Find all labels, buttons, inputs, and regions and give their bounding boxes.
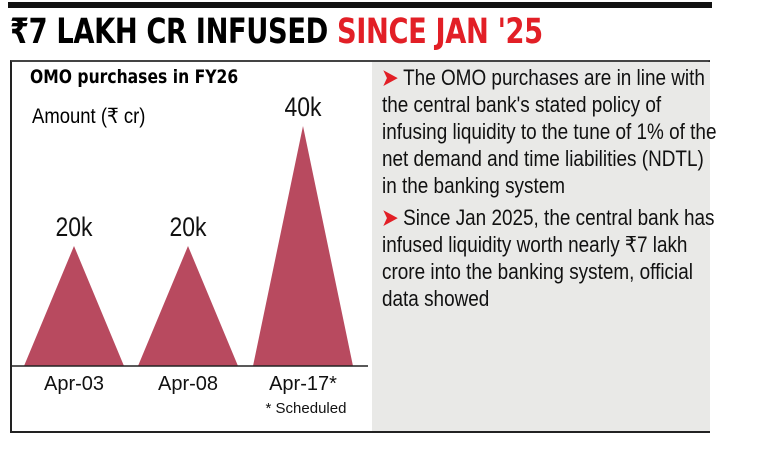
x-tick-label: Apr-08 bbox=[158, 373, 218, 395]
headline-red: SINCE JAN '25 bbox=[336, 12, 543, 52]
note-text: The OMO purchases are in line with the c… bbox=[382, 65, 717, 198]
y-axis-label: Amount (₹ cr) bbox=[32, 105, 146, 128]
x-tick-label: Apr-03 bbox=[44, 373, 104, 395]
data-label: 20k bbox=[56, 212, 93, 242]
footnote: * Scheduled bbox=[266, 400, 347, 417]
notes: ➤ The OMO purchases are in line with the… bbox=[382, 64, 716, 317]
arrow-icon: ➤ bbox=[382, 205, 404, 230]
note-item: ➤ Since Jan 2025, the central bank has i… bbox=[382, 204, 717, 312]
bar-Apr-03 bbox=[24, 246, 124, 366]
data-label: 20k bbox=[170, 212, 207, 242]
bar-Apr-17* bbox=[253, 126, 353, 366]
headline-black: ₹7 LAKH CR INFUSED bbox=[10, 12, 337, 52]
chart-title: OMO purchases in FY26 bbox=[30, 66, 239, 88]
x-tick-label: Apr-17* bbox=[269, 373, 337, 395]
note-text: Since Jan 2025, the central bank has inf… bbox=[382, 205, 715, 311]
top-rule bbox=[8, 2, 712, 8]
data-label: 40k bbox=[285, 92, 322, 122]
note-item: ➤ The OMO purchases are in line with the… bbox=[382, 64, 717, 199]
headline: ₹7 LAKH CR INFUSED SINCE JAN '25 bbox=[10, 10, 543, 54]
arrow-icon: ➤ bbox=[382, 65, 404, 90]
notes-panel bbox=[372, 62, 710, 431]
bar-Apr-08 bbox=[138, 246, 238, 366]
